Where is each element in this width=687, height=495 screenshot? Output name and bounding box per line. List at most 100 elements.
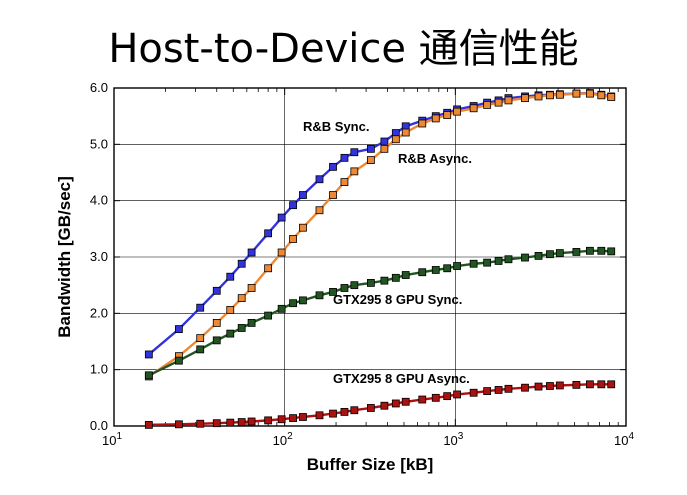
data-point	[144, 350, 153, 359]
data-point	[226, 306, 235, 314]
y-tick-label: 4.0	[90, 193, 108, 208]
data-point	[247, 417, 256, 426]
data-point	[546, 250, 554, 259]
data-point	[350, 148, 359, 157]
data-point	[264, 229, 273, 238]
data-point	[226, 418, 235, 427]
data-point	[212, 286, 221, 295]
data-point	[237, 418, 246, 426]
data-point	[264, 264, 273, 273]
data-point	[585, 246, 594, 255]
x-tick-label: 103	[443, 431, 463, 448]
data-point	[277, 213, 286, 222]
data-point	[555, 90, 564, 99]
data-point	[494, 98, 503, 107]
series-3	[144, 380, 616, 429]
data-point	[329, 409, 337, 418]
data-point	[401, 271, 410, 279]
data-point	[418, 268, 427, 277]
data-point	[366, 404, 375, 412]
data-point	[340, 408, 349, 416]
data-point	[546, 91, 554, 100]
data-point	[572, 89, 581, 98]
data-point	[247, 248, 256, 257]
data-point	[391, 135, 400, 144]
data-point	[494, 257, 503, 265]
y-axis-label: Bandwidth [GB/sec]	[55, 176, 74, 338]
data-point	[504, 255, 513, 264]
data-point	[585, 380, 594, 389]
data-point	[329, 288, 337, 296]
y-tick-label: 2.0	[90, 305, 108, 320]
data-point	[366, 144, 375, 153]
data-point	[597, 246, 606, 255]
data-point	[212, 419, 221, 428]
data-point	[196, 303, 205, 312]
data-point	[144, 420, 153, 429]
data-point	[534, 251, 543, 260]
data-point	[521, 94, 529, 103]
data-point	[299, 223, 307, 232]
data-point	[340, 178, 349, 186]
data-point	[607, 380, 616, 389]
data-point	[174, 325, 183, 334]
data-point	[277, 304, 286, 313]
data-point	[340, 284, 349, 292]
data-point	[607, 247, 616, 256]
x-tick-label: 104	[614, 431, 634, 448]
data-point	[264, 311, 273, 320]
x-tick-base: 10	[102, 433, 116, 448]
data-point	[401, 128, 410, 137]
data-point	[350, 167, 359, 176]
data-point	[264, 416, 273, 425]
data-point	[174, 356, 183, 365]
data-point	[226, 329, 235, 338]
data-point	[380, 137, 389, 146]
data-point	[546, 382, 554, 390]
y-tick-label: 6.0	[90, 80, 108, 95]
data-point	[196, 334, 205, 343]
data-point	[247, 319, 256, 327]
x-tick-label: 101	[102, 431, 122, 448]
data-point	[350, 281, 359, 290]
data-point	[226, 272, 235, 281]
data-point	[521, 383, 529, 392]
data-point	[212, 336, 221, 345]
data-point	[289, 235, 297, 243]
data-point	[431, 114, 440, 123]
y-tick-label: 5.0	[90, 136, 108, 151]
data-point	[380, 144, 389, 153]
data-point	[469, 259, 478, 268]
series-2	[144, 246, 616, 380]
data-point	[289, 201, 297, 210]
data-point	[299, 191, 307, 199]
annotation-rb-sync: R&B Sync.	[303, 119, 369, 134]
data-point	[597, 380, 606, 389]
data-point	[469, 104, 478, 113]
data-point	[483, 387, 492, 395]
data-point	[237, 294, 246, 303]
data-point	[366, 156, 375, 165]
data-point	[144, 371, 153, 380]
x-tick-exponent: 3	[458, 431, 464, 442]
x-tick-exponent: 1	[116, 431, 122, 442]
data-point	[431, 393, 440, 402]
x-tick-exponent: 2	[287, 431, 293, 442]
x-axis-label: Buffer Size [kB]	[307, 455, 434, 474]
y-tick-label: 3.0	[90, 249, 108, 264]
data-point	[299, 413, 307, 421]
data-point	[469, 388, 478, 397]
x-tick-exponent: 4	[628, 431, 634, 442]
data-point	[494, 386, 503, 394]
data-point	[521, 253, 529, 262]
series-group	[144, 89, 616, 429]
data-point	[555, 249, 564, 257]
y-tick-label: 0.0	[90, 418, 108, 433]
data-point	[350, 406, 359, 415]
data-point	[443, 392, 452, 401]
data-point	[443, 111, 452, 119]
data-point	[237, 324, 246, 332]
data-point	[380, 401, 389, 410]
data-point	[585, 89, 594, 98]
